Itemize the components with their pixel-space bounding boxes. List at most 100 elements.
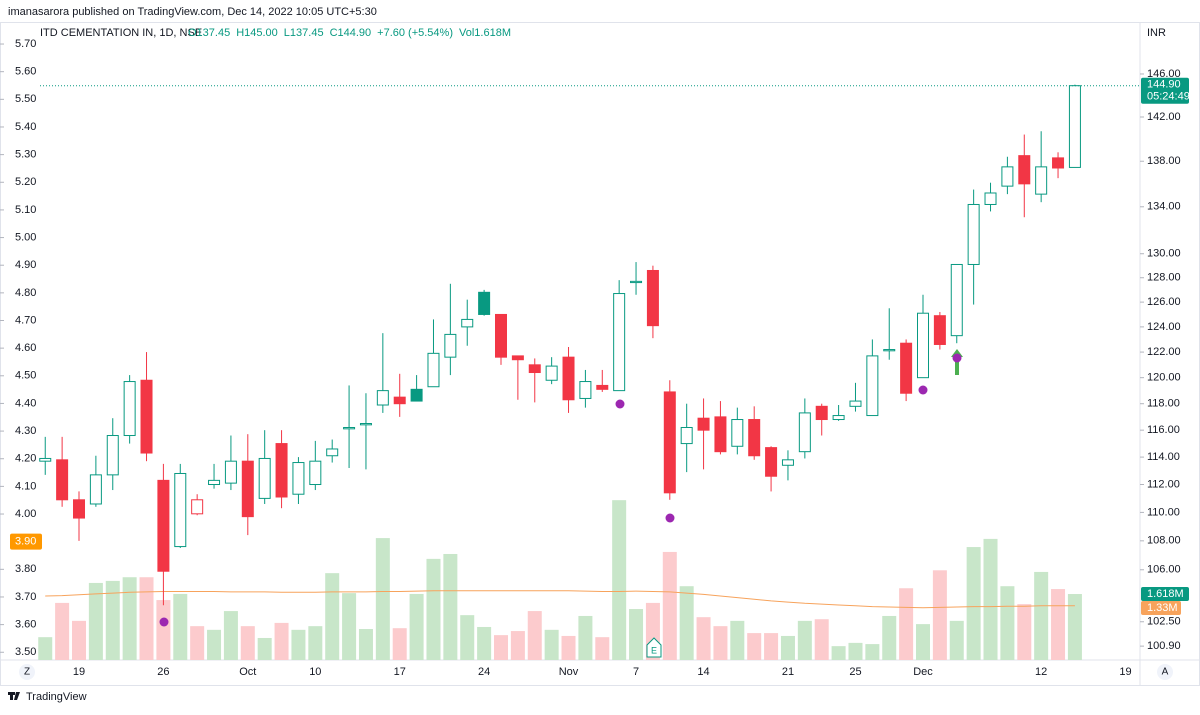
y2-marker-box xyxy=(10,533,42,550)
volume-bar xyxy=(747,633,762,660)
legend-symbol: ITD CEMENTATION IN, 1D, NSE xyxy=(40,27,202,39)
candle-body xyxy=(950,263,963,337)
candle-body xyxy=(1035,166,1048,195)
candle-body xyxy=(140,379,153,454)
legend-item: H145.00 xyxy=(236,27,278,39)
signal-dot xyxy=(918,385,928,395)
volume-bar xyxy=(831,646,846,660)
x-tick-label: Oct xyxy=(239,666,256,678)
y2-tick-label: 4.70 xyxy=(15,314,36,326)
y2-tick-label: 5.20 xyxy=(15,176,36,188)
y-tick-label: 122.00 xyxy=(1147,346,1181,358)
x-tick-label: Nov xyxy=(559,666,579,678)
volume-ma-line xyxy=(45,590,1075,609)
volume-bar xyxy=(1017,604,1032,660)
x-tick-label: 24 xyxy=(478,666,490,678)
candle-body xyxy=(933,315,946,345)
volume-bar xyxy=(207,629,222,660)
volume-ma-label: 1.33M xyxy=(1147,602,1178,614)
volume-bar xyxy=(375,538,390,660)
candle-body xyxy=(89,474,102,505)
volume-bar xyxy=(257,637,272,660)
x-tick-label: 12 xyxy=(1035,666,1047,678)
volume-layer xyxy=(38,500,1082,660)
candle-body xyxy=(427,352,440,388)
volume-bar xyxy=(662,551,677,660)
volume-bar xyxy=(358,629,373,660)
volume-bar xyxy=(88,582,103,660)
volume-bar xyxy=(460,615,475,660)
volume-bar xyxy=(325,573,340,660)
x-tick-label: 14 xyxy=(697,666,709,678)
candle-body xyxy=(798,412,811,453)
candle-body xyxy=(359,423,372,426)
currency: INR xyxy=(1147,27,1166,39)
candle-body xyxy=(849,400,862,407)
volume-bar xyxy=(679,586,694,660)
candle-body xyxy=(39,457,52,462)
volume-bar xyxy=(105,580,120,660)
candle-body xyxy=(528,364,541,374)
signal-dot xyxy=(159,617,169,627)
candle-body xyxy=(376,390,389,406)
legend-item: Vol1.618M xyxy=(459,27,511,39)
candle-body xyxy=(714,416,727,453)
y-tick-label: 120.00 xyxy=(1147,372,1181,384)
candle-body xyxy=(1001,166,1014,187)
candle-body xyxy=(410,388,423,402)
volume-bar xyxy=(561,635,576,660)
volume-bar xyxy=(274,622,289,660)
y-tick-label: 116.00 xyxy=(1147,424,1180,436)
y-tick-label: 128.00 xyxy=(1147,272,1181,284)
candle-body xyxy=(815,405,828,421)
y2-tick-label: 5.70 xyxy=(15,38,36,50)
volume-bar xyxy=(916,624,930,660)
y-tick-label: 114.00 xyxy=(1147,451,1180,463)
countdown-label: 05:24:49 xyxy=(1147,91,1190,103)
signal-dot xyxy=(615,399,625,409)
candle-body xyxy=(275,443,288,498)
y2-tick-label: 5.00 xyxy=(15,231,36,243)
candle-body xyxy=(646,269,659,327)
legend-item: C144.90 xyxy=(330,27,372,39)
volume-bar xyxy=(494,635,508,660)
volume-bar xyxy=(1034,571,1049,660)
candle-body xyxy=(106,435,119,476)
volume-bar xyxy=(696,617,711,660)
x-tick-label: 10 xyxy=(309,666,321,678)
y-tick-label: 130.00 xyxy=(1147,248,1181,260)
volume-bar xyxy=(55,602,70,660)
y2-tick-label: 5.50 xyxy=(15,93,36,105)
volume-bar xyxy=(223,611,238,660)
candle-body xyxy=(511,355,524,361)
candle-body xyxy=(781,459,794,466)
y-tick-label: 126.00 xyxy=(1147,296,1181,308)
volume-bar xyxy=(443,553,458,660)
axis-button-bg xyxy=(1157,664,1173,680)
y-tick-label: 124.00 xyxy=(1147,321,1181,333)
candle-body xyxy=(444,333,457,358)
candle-body xyxy=(984,192,997,205)
candle-body xyxy=(73,499,85,519)
legend-item: +7.60 (+5.54%) xyxy=(377,27,453,39)
volume-bar xyxy=(342,593,357,660)
axis-button-bg xyxy=(19,664,35,680)
candle-body xyxy=(1018,155,1031,185)
candle-body xyxy=(866,355,879,417)
volume-bar xyxy=(713,626,728,660)
candle-body xyxy=(630,280,643,284)
candle-body xyxy=(545,365,558,381)
volume-bar xyxy=(848,642,863,660)
y-tick-label: 112.00 xyxy=(1147,478,1180,490)
y-tick-label: 108.00 xyxy=(1147,535,1181,547)
volume-bar xyxy=(477,626,492,660)
candle-body xyxy=(157,479,170,572)
candle-body xyxy=(343,426,356,430)
candle-body xyxy=(292,462,305,495)
candle-body xyxy=(917,312,929,379)
volume-bar xyxy=(240,626,255,660)
candle-body xyxy=(123,381,136,437)
candle-body xyxy=(208,479,221,486)
y2-tick-label: 5.60 xyxy=(15,66,36,78)
